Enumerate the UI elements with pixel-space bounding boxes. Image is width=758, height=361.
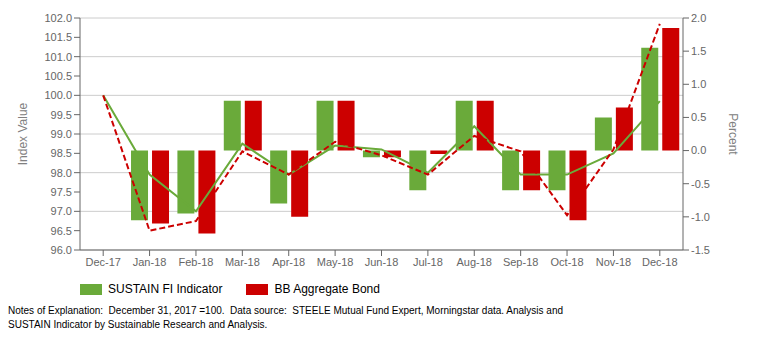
svg-text:Mar-18: Mar-18: [225, 256, 260, 268]
svg-text:96.0: 96.0: [51, 244, 72, 256]
svg-text:100.5: 100.5: [44, 70, 72, 82]
html-text:BB Aggregate Bond: BB Aggregate Bond: [274, 282, 380, 296]
svg-text:Nov-18: Nov-18: [596, 256, 631, 268]
svg-text:Oct-18: Oct-18: [551, 256, 584, 268]
svg-text:Apr-18: Apr-18: [272, 256, 305, 268]
svg-text:-1.0: -1.0: [691, 211, 710, 223]
svg-text:Aug-18: Aug-18: [457, 256, 492, 268]
svg-text:0.0: 0.0: [691, 144, 706, 156]
svg-text:97.0: 97.0: [51, 205, 72, 217]
svg-text:100.0: 100.0: [44, 89, 72, 101]
svg-text:101.5: 101.5: [44, 31, 72, 43]
svg-text:2.0: 2.0: [691, 12, 706, 24]
svg-text:Jul-18: Jul-18: [413, 256, 443, 268]
svg-text:Dec-17: Dec-17: [85, 256, 120, 268]
svg-text:Index Value: Index Value: [16, 102, 30, 165]
svg-text:Feb-18: Feb-18: [179, 256, 214, 268]
html-text:Notes of Explanation: December: Notes of Explanation: December 31, 2017 …: [8, 305, 563, 330]
svg-text:Jan-18: Jan-18: [133, 256, 167, 268]
svg-text:1.5: 1.5: [691, 45, 706, 57]
svg-text:Percent: Percent: [726, 113, 740, 155]
svg-text:-0.5: -0.5: [691, 178, 710, 190]
svg-text:98.5: 98.5: [51, 147, 72, 159]
svg-text:101.0: 101.0: [44, 51, 72, 63]
svg-text:97.5: 97.5: [51, 186, 72, 198]
svg-text:1.0: 1.0: [691, 78, 706, 90]
svg-text:Sep-18: Sep-18: [503, 256, 538, 268]
html-text:SUSTAIN FI Indicator: SUSTAIN FI Indicator: [108, 282, 223, 296]
svg-text:Dec-18: Dec-18: [642, 256, 677, 268]
svg-text:96.5: 96.5: [51, 225, 72, 237]
svg-text:-1.5: -1.5: [691, 244, 710, 256]
svg-text:98.0: 98.0: [51, 167, 72, 179]
svg-text:May-18: May-18: [317, 256, 354, 268]
svg-text:99.5: 99.5: [51, 109, 72, 121]
svg-text:0.5: 0.5: [691, 111, 706, 123]
svg-text:Jun-18: Jun-18: [365, 256, 399, 268]
svg-text:102.0: 102.0: [44, 12, 72, 24]
svg-text:99.0: 99.0: [51, 128, 72, 140]
